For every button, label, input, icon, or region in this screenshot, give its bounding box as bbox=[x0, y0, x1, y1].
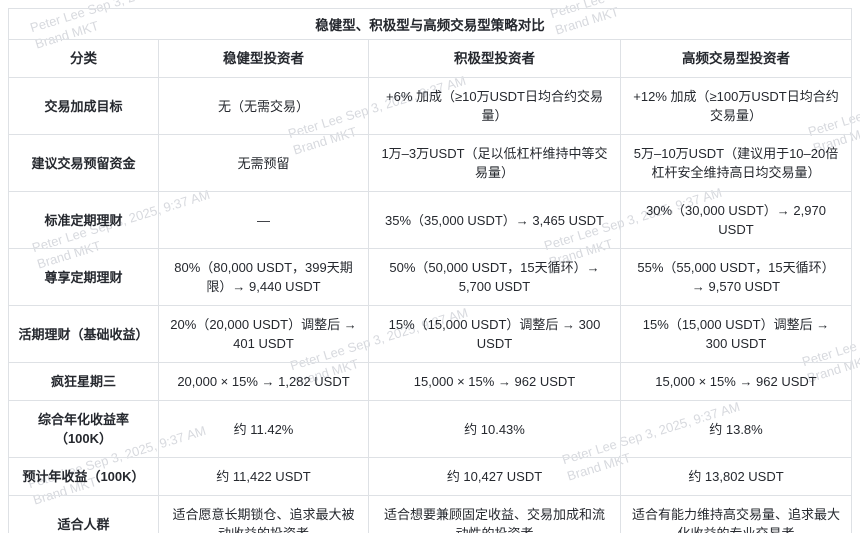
table-row: 建议交易预留资金 无需预留 1万–3万USDT（足以低杠杆维持中等交易量） 5万–10… bbox=[9, 135, 851, 192]
table-cell: 无（无需交易） bbox=[159, 78, 369, 134]
table-cell: 约 13,802 USDT bbox=[688, 469, 784, 484]
table-cell: 20%（20,000 USDT）调整后 → 401 USDT bbox=[159, 306, 369, 362]
table-cell: 约 11.42% bbox=[159, 401, 369, 457]
table-cell: 无需预留 bbox=[159, 135, 369, 191]
table-cell: 55%（55,000 USDT，15天循环）→ 9,570 USDT bbox=[637, 260, 835, 294]
row-label: 尊享定期理财 bbox=[9, 249, 159, 305]
table-row: 疯狂星期三 20,000 × 15% → 1,282 USDT 15,000 × 1… bbox=[9, 363, 851, 401]
table-row: 适合人群适合愿意长期锁仓、追求最大被动收益的投资者适合想要兼顾固定收益、交易加成… bbox=[9, 496, 851, 533]
header-cell-category: 分类 bbox=[9, 40, 159, 77]
table-cell: 15,000 × 15% → 962 USDT bbox=[655, 374, 817, 389]
table-cell: 5万–10万USDT（建议用于10–20倍杠杆安全维持高日均交易量） bbox=[633, 146, 839, 180]
table-cell: 适合想要兼顾固定收益、交易加成和流动性的投资者 bbox=[369, 496, 621, 533]
table-cell: 50%（50,000 USDT，15天循环）→ 5,700 USDT bbox=[369, 249, 621, 305]
table-cell: — bbox=[159, 192, 369, 248]
table-cell: 15,000 × 15% → 962 USDT bbox=[369, 363, 621, 400]
header-cell: 积极型投资者 bbox=[369, 40, 621, 77]
row-label: 活期理财（基础收益） bbox=[9, 306, 159, 362]
table-row: 标准定期理财 —35%（35,000 USDT）→ 3,465 USDT 30%（3… bbox=[9, 192, 851, 249]
row-label: 适合人群 bbox=[9, 496, 159, 533]
table-cell: 约 11,422 USDT bbox=[159, 458, 369, 495]
table-cell: +12% 加成（≥100万USDT日均合约交易量） bbox=[633, 89, 839, 123]
table-cell: 35%（35,000 USDT）→ 3,465 USDT bbox=[369, 192, 621, 248]
table-cell: 适合愿意长期锁仓、追求最大被动收益的投资者 bbox=[159, 496, 369, 533]
row-label: 疯狂星期三 bbox=[9, 363, 159, 400]
table-cell: 适合有能力维持高交易量、追求最大化收益的专业交易者 bbox=[631, 507, 840, 533]
table-cell: 15%（15,000 USDT）调整后 → 300 USDT bbox=[642, 317, 830, 351]
table-body: 交易加成目标 无（无需交易） +6% 加成（≥10万USDT日均合约交易量） +12%… bbox=[9, 78, 851, 533]
header-cell: 高频交易型投资者 bbox=[682, 51, 790, 66]
strategy-comparison-table: 稳健型、积极型与高频交易型策略对比 分类 稳健型投资者 积极型投资者 高频交易型投资者… bbox=[8, 8, 852, 533]
table-cell: 1万–3万USDT（足以低杠杆维持中等交易量） bbox=[369, 135, 621, 191]
table-row: 尊享定期理财 80%（80,000 USDT，399天期限）→ 9,440 USD… bbox=[9, 249, 851, 306]
table-cell: 约 13.8% bbox=[709, 421, 763, 437]
table-cell: 约 10.43% bbox=[369, 401, 621, 457]
header-cell: 稳健型投资者 bbox=[159, 40, 369, 77]
table-title: 稳健型、积极型与高频交易型策略对比 bbox=[9, 9, 851, 40]
table-cell: 15%（15,000 USDT）调整后 → 300 USDT bbox=[369, 306, 621, 362]
table-cell: 约 10,427 USDT bbox=[369, 458, 621, 495]
table-cell: 30%（30,000 USDT）→ 2,970 USDT bbox=[646, 203, 826, 237]
row-label: 建议交易预留资金 bbox=[9, 135, 159, 191]
row-label: 交易加成目标 bbox=[9, 78, 159, 134]
table-header-row: 分类 稳健型投资者 积极型投资者 高频交易型投资者 bbox=[9, 40, 851, 78]
table-cell: 20,000 × 15% → 1,282 USDT bbox=[159, 363, 369, 400]
row-label: 预计年收益（100K） bbox=[9, 458, 159, 495]
table-cell: +6% 加成（≥10万USDT日均合约交易量） bbox=[369, 78, 621, 134]
table-row: 活期理财（基础收益） 20%（20,000 USDT）调整后 → 401 USDT… bbox=[9, 306, 851, 363]
table-row: 预计年收益（100K）约 11,422 USDT 约 10,427 USDT 约 1… bbox=[9, 458, 851, 496]
table-row: 综合年化收益率（100K）约 11.42% 约 10.43% 约 13.8% bbox=[9, 401, 851, 458]
table-row: 交易加成目标 无（无需交易） +6% 加成（≥10万USDT日均合约交易量） +12%… bbox=[9, 78, 851, 135]
row-label: 标准定期理财 bbox=[9, 192, 159, 248]
row-label: 综合年化收益率（100K） bbox=[9, 401, 159, 457]
table-cell: 80%（80,000 USDT，399天期限）→ 9,440 USDT bbox=[159, 249, 369, 305]
